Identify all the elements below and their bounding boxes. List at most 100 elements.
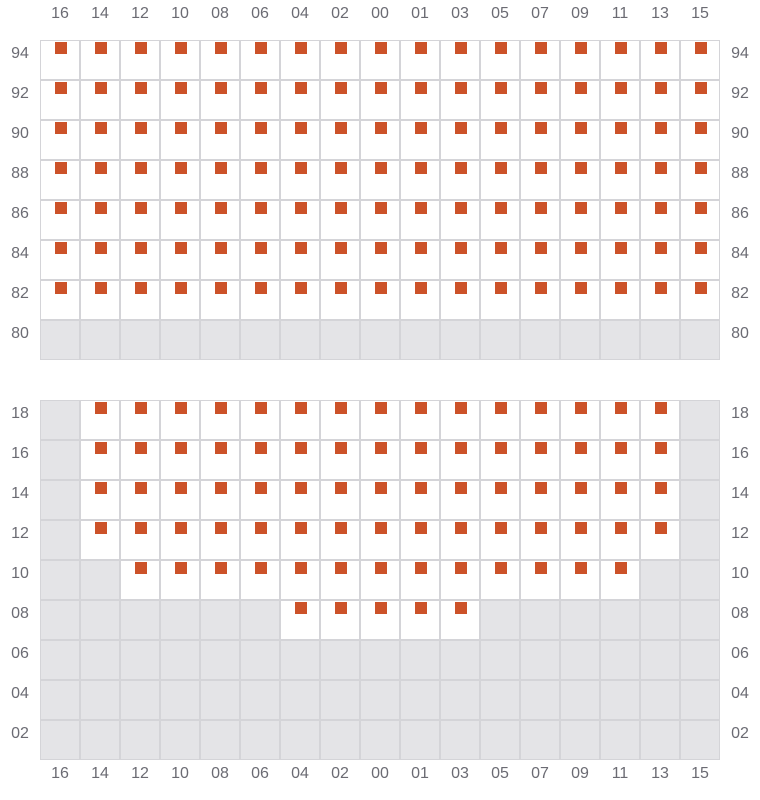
seat-available[interactable]	[320, 120, 360, 160]
seat-available[interactable]	[600, 160, 640, 200]
seat-available[interactable]	[400, 40, 440, 80]
seat-available[interactable]	[400, 480, 440, 520]
seat-available[interactable]	[360, 240, 400, 280]
seat-available[interactable]	[400, 280, 440, 320]
seat-available[interactable]	[520, 40, 560, 80]
seat-available[interactable]	[520, 280, 560, 320]
seat-available[interactable]	[440, 280, 480, 320]
seat-available[interactable]	[280, 480, 320, 520]
seat-available[interactable]	[280, 440, 320, 480]
seat-available[interactable]	[80, 240, 120, 280]
seat-available[interactable]	[80, 160, 120, 200]
seat-available[interactable]	[560, 200, 600, 240]
seat-available[interactable]	[280, 520, 320, 560]
seat-available[interactable]	[160, 560, 200, 600]
seat-available[interactable]	[120, 480, 160, 520]
seat-available[interactable]	[360, 200, 400, 240]
seat-available[interactable]	[400, 120, 440, 160]
seat-available[interactable]	[560, 560, 600, 600]
seat-available[interactable]	[120, 80, 160, 120]
seat-available[interactable]	[120, 40, 160, 80]
seat-available[interactable]	[160, 240, 200, 280]
seat-available[interactable]	[560, 480, 600, 520]
seat-available[interactable]	[520, 440, 560, 480]
seat-available[interactable]	[40, 80, 80, 120]
seat-available[interactable]	[80, 280, 120, 320]
seat-available[interactable]	[160, 160, 200, 200]
seat-available[interactable]	[320, 160, 360, 200]
seat-available[interactable]	[680, 40, 720, 80]
seat-available[interactable]	[600, 520, 640, 560]
seat-available[interactable]	[440, 480, 480, 520]
seat-available[interactable]	[280, 280, 320, 320]
seat-available[interactable]	[240, 440, 280, 480]
seat-available[interactable]	[600, 560, 640, 600]
seat-available[interactable]	[80, 200, 120, 240]
seat-available[interactable]	[120, 560, 160, 600]
seat-available[interactable]	[400, 80, 440, 120]
seat-available[interactable]	[120, 400, 160, 440]
seat-available[interactable]	[40, 240, 80, 280]
seat-available[interactable]	[640, 440, 680, 480]
seat-available[interactable]	[680, 240, 720, 280]
seat-available[interactable]	[640, 280, 680, 320]
seat-available[interactable]	[40, 120, 80, 160]
seat-available[interactable]	[120, 440, 160, 480]
seat-available[interactable]	[560, 120, 600, 160]
seat-available[interactable]	[160, 480, 200, 520]
seat-available[interactable]	[600, 80, 640, 120]
seat-available[interactable]	[400, 200, 440, 240]
seat-available[interactable]	[600, 40, 640, 80]
seat-available[interactable]	[160, 120, 200, 160]
seat-available[interactable]	[400, 560, 440, 600]
seat-available[interactable]	[120, 520, 160, 560]
seat-available[interactable]	[200, 80, 240, 120]
seat-available[interactable]	[160, 520, 200, 560]
seat-available[interactable]	[280, 160, 320, 200]
seat-available[interactable]	[560, 400, 600, 440]
seat-available[interactable]	[320, 560, 360, 600]
seat-available[interactable]	[480, 240, 520, 280]
seat-available[interactable]	[200, 480, 240, 520]
seat-available[interactable]	[560, 160, 600, 200]
seat-available[interactable]	[320, 200, 360, 240]
seat-available[interactable]	[200, 160, 240, 200]
seat-available[interactable]	[520, 240, 560, 280]
seat-available[interactable]	[320, 600, 360, 640]
seat-available[interactable]	[400, 440, 440, 480]
seat-available[interactable]	[280, 560, 320, 600]
seat-available[interactable]	[360, 40, 400, 80]
seat-available[interactable]	[600, 200, 640, 240]
seat-available[interactable]	[360, 160, 400, 200]
seat-available[interactable]	[560, 520, 600, 560]
seat-available[interactable]	[400, 520, 440, 560]
seat-available[interactable]	[480, 280, 520, 320]
seat-available[interactable]	[360, 600, 400, 640]
seat-available[interactable]	[80, 480, 120, 520]
seat-available[interactable]	[80, 520, 120, 560]
seat-available[interactable]	[560, 40, 600, 80]
seat-available[interactable]	[280, 200, 320, 240]
seat-available[interactable]	[320, 240, 360, 280]
seat-available[interactable]	[360, 280, 400, 320]
seat-available[interactable]	[640, 40, 680, 80]
seat-available[interactable]	[600, 480, 640, 520]
seat-available[interactable]	[200, 400, 240, 440]
seat-available[interactable]	[120, 280, 160, 320]
seat-available[interactable]	[440, 440, 480, 480]
seat-available[interactable]	[520, 400, 560, 440]
seat-available[interactable]	[360, 80, 400, 120]
seat-available[interactable]	[240, 480, 280, 520]
seat-available[interactable]	[240, 520, 280, 560]
seat-available[interactable]	[680, 120, 720, 160]
seat-available[interactable]	[440, 120, 480, 160]
seat-available[interactable]	[520, 200, 560, 240]
seat-available[interactable]	[480, 200, 520, 240]
seat-available[interactable]	[520, 80, 560, 120]
seat-available[interactable]	[640, 240, 680, 280]
seat-available[interactable]	[440, 200, 480, 240]
seat-available[interactable]	[640, 80, 680, 120]
seat-available[interactable]	[200, 280, 240, 320]
seat-available[interactable]	[280, 120, 320, 160]
seat-available[interactable]	[600, 400, 640, 440]
